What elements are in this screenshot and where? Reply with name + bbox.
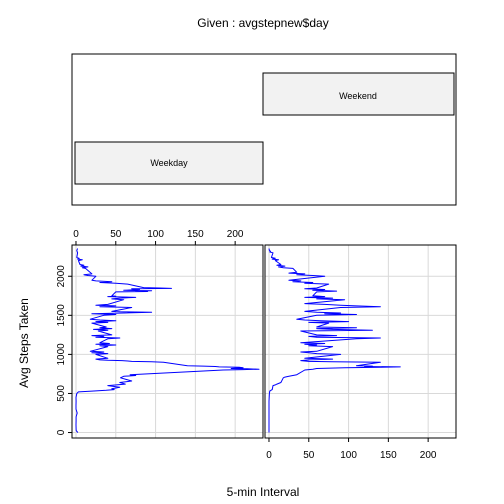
x-tick-label: 200: [420, 450, 437, 461]
x-tick-label: 100: [147, 229, 164, 240]
condition-label-weekend: Weekend: [339, 91, 377, 101]
panel-weekend: 0 50 100 150 200: [264, 244, 457, 461]
chart-title: Given : avgstepnew$day: [197, 16, 328, 30]
panel-frame: [264, 244, 457, 439]
x-tick-label: 150: [380, 450, 397, 461]
condition-label-weekday: Weekday: [150, 158, 188, 168]
y-axis-label: Avg Steps Taken: [17, 298, 31, 388]
y-tick-label: 2000: [56, 265, 67, 288]
x-tick-label: 50: [110, 229, 122, 240]
y-tick-label: 1000: [56, 343, 67, 366]
condition-bar-weekday: Weekday: [74, 141, 264, 185]
x-tick-label: 0: [73, 229, 79, 240]
y-tick-label: 1500: [56, 304, 67, 327]
given-panel: Weekday Weekend: [71, 53, 457, 206]
series-line-weekend: [268, 248, 401, 433]
y-tick-label: 500: [56, 385, 67, 402]
panel-frame: [71, 244, 264, 439]
x-tick-label: 200: [227, 229, 244, 240]
x-tick-label: 50: [303, 450, 315, 461]
x-tick-label: 100: [340, 450, 357, 461]
x-tick-label: 0: [266, 450, 272, 461]
condition-bar-weekend: Weekend: [262, 72, 455, 116]
y-tick-label: 0: [56, 429, 67, 435]
series-line-weekday: [75, 248, 260, 433]
x-tick-label: 150: [187, 229, 204, 240]
x-axis-label: 5-min Interval: [227, 485, 300, 499]
